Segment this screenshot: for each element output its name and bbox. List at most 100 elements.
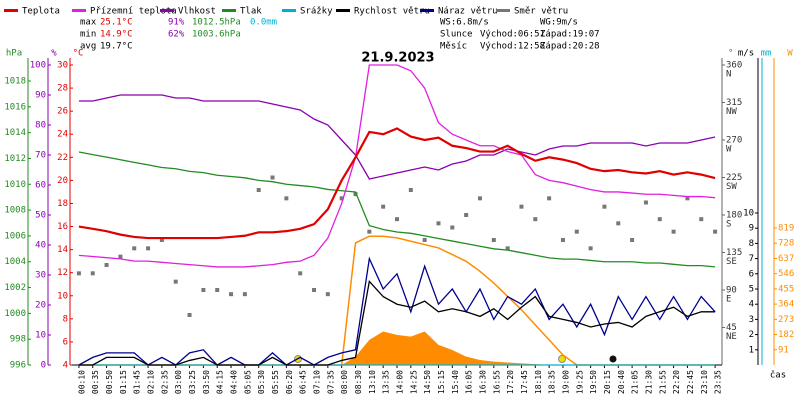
series-line [78,279,716,366]
y2-tick-label: 8 [749,239,754,249]
stats-value: 19.7°C [100,42,133,52]
stats-value: 91% [168,18,185,28]
wind-direction-point [229,292,234,297]
legend-swatch [496,9,510,12]
y-tick-label: 26 [57,107,68,117]
y-tick-label: 0 [41,361,46,371]
wind-direction-point [215,288,220,292]
y2-tick-label: 182 [778,330,794,340]
x-tick-label: 16:05 [465,370,474,394]
y2-tick-label: 225 [726,173,742,183]
wind-direction-point [159,238,164,242]
y-tick-label: 1006 [4,231,26,241]
wind-direction-point [533,217,538,222]
y-tick-label: 28 [57,84,68,94]
stats-label: min [80,30,96,40]
x-tick-label: 00:50 [105,370,114,394]
y2-tick-label: 546 [778,269,794,279]
info: Východ:06:51 [480,30,545,40]
x-tick-label: 01:45 [133,370,142,394]
x-tick-label: 16:30 [478,370,487,394]
y2-tick-label: 6 [749,269,754,279]
wind-direction-point [104,263,109,267]
x-tick-label: 05:30 [257,370,266,394]
x-tick-label: 18:35 [548,370,557,394]
x-tick-label: 16:55 [492,370,501,394]
info: WS:6.8m/s [440,18,489,28]
wind-direction-point [450,225,455,230]
x-tick-label: 23:10 [700,370,709,394]
y-tick-label: 40 [35,241,46,251]
wind-direction-point [270,175,275,180]
y2-tick-label: 10 [743,209,754,219]
y-tick-label: 12 [57,268,68,278]
compass-label: NW [726,107,737,117]
x-tick-label: 15:40 [451,370,460,394]
x-tick-label: 14:25 [409,370,418,394]
x-tick-label: 22:45 [686,370,695,394]
wind-direction-point [339,196,344,201]
compass-label: S [726,220,731,230]
wind-direction-point [284,196,289,201]
legend-label: Směr větru [514,7,568,17]
wind-direction-point [76,271,81,276]
x-tick-label: 03:25 [188,370,197,394]
wind-direction-point [312,288,317,292]
x-tick-label: 06:20 [285,370,294,394]
wind-direction-point [505,246,510,251]
x-tick-label: 20:40 [617,370,626,394]
info: WG:9m/s [540,18,578,28]
y-tick-label: 1002 [4,283,26,293]
x-tick-label: 19:50 [589,370,598,394]
legend-label: Teplota [22,7,60,17]
wind-direction-point [657,217,662,222]
compass-label: W [726,145,732,155]
compass-label: E [726,295,731,305]
y2-tick-label: 5 [749,285,754,295]
y-tick-label: 1012 [4,154,26,164]
y-tick-label: 14 [57,245,68,255]
y-tick-label: 6 [63,337,68,347]
legend-label: Přízemní teplota [90,7,177,17]
x-tick-label: 23:35 [714,370,723,394]
compass-label: NE [726,332,737,342]
wind-direction-point [588,246,593,251]
wind-direction-point [132,246,137,251]
x-tick-label: 04:15 [216,370,225,394]
y2-tick-label: 364 [778,300,794,310]
legend-label: Tlak [240,7,262,17]
y-tick-label: 30 [35,271,46,281]
info: Východ:12:58 [480,42,545,52]
stats-label: avg [80,42,96,52]
axis-unit: % [51,49,57,59]
x-tick-label: 18:10 [534,370,543,394]
wind-direction-point [422,238,427,242]
y-tick-label: 1010 [4,180,26,190]
y-tick-label: 1014 [4,128,26,138]
stats-label: max [80,18,97,28]
y2-tick-label: 135 [726,248,742,258]
y-tick-label: 8 [63,314,68,324]
compass-label: SE [726,257,737,267]
x-tick-label: 15:15 [437,370,446,394]
x-tick-label: 21:55 [658,370,667,394]
wind-direction-point [671,229,676,234]
info: Slunce [440,30,473,40]
x-tick-label: 05:05 [243,370,252,394]
moonset-icon [609,355,617,363]
y2-tick-label: 45 [726,323,737,333]
wind-direction-point [298,271,303,276]
wind-direction-point [353,192,358,197]
series-line [78,256,716,366]
wind-direction-point [367,229,372,234]
legend-label: Rychlost větru [354,7,430,17]
sunset-icon [558,355,566,363]
y-tick-label: 1018 [4,77,26,87]
wind-direction-point [477,196,482,201]
info: Měsíc [440,42,467,52]
y2-tick-label: 273 [778,315,794,325]
wind-direction-point [395,217,399,222]
x-tick-label: 13:10 [368,370,377,394]
wind-direction-point [519,204,524,209]
